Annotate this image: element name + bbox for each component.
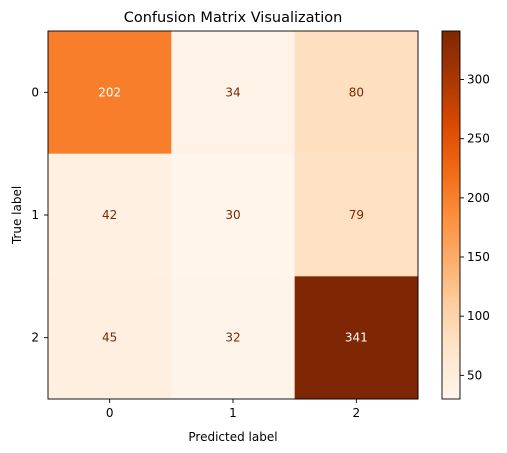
cell-value-label: 30 [225, 208, 240, 222]
colorbar-tick-label: 150 [467, 250, 490, 264]
y-tick-label: 2 [31, 331, 39, 345]
heatmap-cell [171, 31, 296, 155]
heatmap-cell [294, 153, 419, 277]
colorbar-tick-label: 200 [467, 191, 490, 205]
cell-value-label: 45 [102, 331, 117, 345]
cell-value-label: 202 [98, 85, 121, 99]
chart-title: Confusion Matrix Visualization [124, 10, 343, 26]
x-tick-label: 2 [353, 406, 361, 420]
heatmap-cells [48, 31, 419, 400]
y-axis-label: True label [10, 186, 24, 245]
cell-value-label: 32 [225, 331, 240, 345]
colorbar-tick-label: 100 [467, 309, 490, 323]
cell-value-label: 34 [225, 85, 240, 99]
heatmap-cell [171, 276, 296, 400]
colorbar [441, 30, 461, 400]
heatmap-cell [294, 31, 419, 155]
y-tick-label: 1 [31, 208, 39, 222]
x-axis-ticks: 0 1 2 [106, 399, 360, 420]
x-axis-label: Predicted label [188, 430, 277, 444]
colorbar-tick-label: 50 [467, 368, 482, 382]
heatmap-cell [48, 31, 172, 155]
cell-value-label: 79 [349, 208, 364, 222]
y-tick-label: 0 [31, 85, 39, 99]
cell-value-label: 42 [102, 208, 117, 222]
heatmap-cell [171, 153, 296, 277]
colorbar-ticks: 50 100 150 200 250 300 [460, 73, 490, 382]
heatmap-cell [294, 276, 419, 400]
x-tick-label: 0 [106, 406, 114, 420]
colorbar-tick-label: 250 [467, 132, 490, 146]
colorbar-tick-label: 300 [467, 73, 490, 87]
heatmap-cell [48, 276, 172, 400]
x-tick-label: 1 [229, 406, 237, 420]
cell-value-label: 341 [345, 331, 368, 345]
heatmap-cell-labels: 202 34 80 42 30 79 45 32 341 [98, 85, 368, 344]
heatmap-cell [48, 153, 172, 277]
y-axis-ticks: 0 1 2 [31, 85, 48, 345]
cell-value-label: 80 [349, 85, 364, 99]
